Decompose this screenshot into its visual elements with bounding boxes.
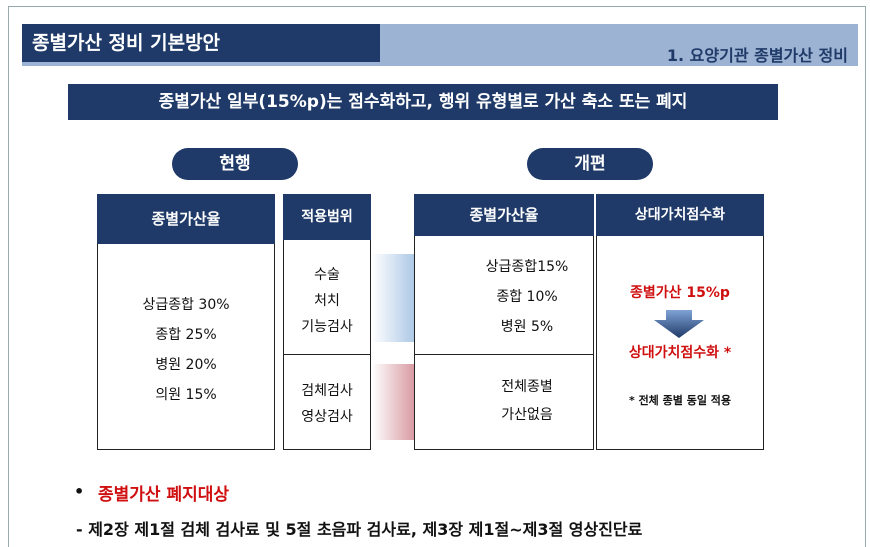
- reform-rate-2: 종합 10%: [496, 289, 558, 305]
- scope-item-treatment: 처치: [314, 293, 340, 309]
- relative-note: * 전체 종별 동일 적용: [628, 394, 732, 407]
- summary-banner: 종별가산 일부(15%p)는 점수화하고, 행위 유형별로 가산 축소 또는 폐…: [68, 84, 778, 120]
- slide-title: 종별가산 정비 기본방안: [22, 24, 380, 62]
- current-rate-2: 종합 25%: [155, 327, 217, 343]
- reform-rate-1: 상급종합15%: [485, 259, 569, 275]
- section-label: 1. 요양기관 종별가산 정비: [666, 46, 848, 65]
- scope-header: 적용범위: [283, 194, 371, 240]
- current-rate-1: 상급종합 30%: [142, 297, 230, 313]
- reform-rate-3: 병원 5%: [500, 319, 554, 335]
- scope-item-function-test: 기능검사: [301, 319, 353, 335]
- current-rate-4: 의원 15%: [155, 387, 217, 403]
- reform-pill: 개편: [527, 148, 653, 180]
- footer-detail: - 제2장 제1절 검체 검사료 및 5절 초음파 검사료, 제3장 제1절~제…: [76, 520, 643, 539]
- down-arrow-icon: [654, 310, 704, 338]
- slide-frame: [8, 6, 866, 547]
- current-rate-3: 병원 20%: [155, 357, 217, 373]
- scope-item-specimen-test: 검체검사: [301, 383, 353, 399]
- relative-top-label: 종별가산 15%p: [630, 285, 730, 301]
- relative-bottom-label: 상대가치점수화 *: [628, 345, 732, 361]
- reform-abolished-1: 전체종별: [501, 379, 553, 395]
- reform-abolished-2: 가산없음: [501, 407, 553, 423]
- current-pill: 현행: [172, 148, 298, 180]
- current-rate-header: 종별가산율: [97, 194, 275, 244]
- scope-item-surgery: 수술: [314, 267, 340, 283]
- reform-rate-box: [414, 194, 594, 450]
- relative-value-header: 상대가치점수화: [596, 194, 764, 236]
- reform-rate-header: 종별가산율: [414, 194, 594, 236]
- footer-heading: 종별가산 폐지대상: [98, 485, 230, 505]
- reform-divider: [414, 354, 594, 355]
- scope-item-imaging-test: 영상검사: [301, 409, 353, 425]
- scope-divider: [283, 354, 371, 355]
- footer-bullet: •: [74, 482, 85, 501]
